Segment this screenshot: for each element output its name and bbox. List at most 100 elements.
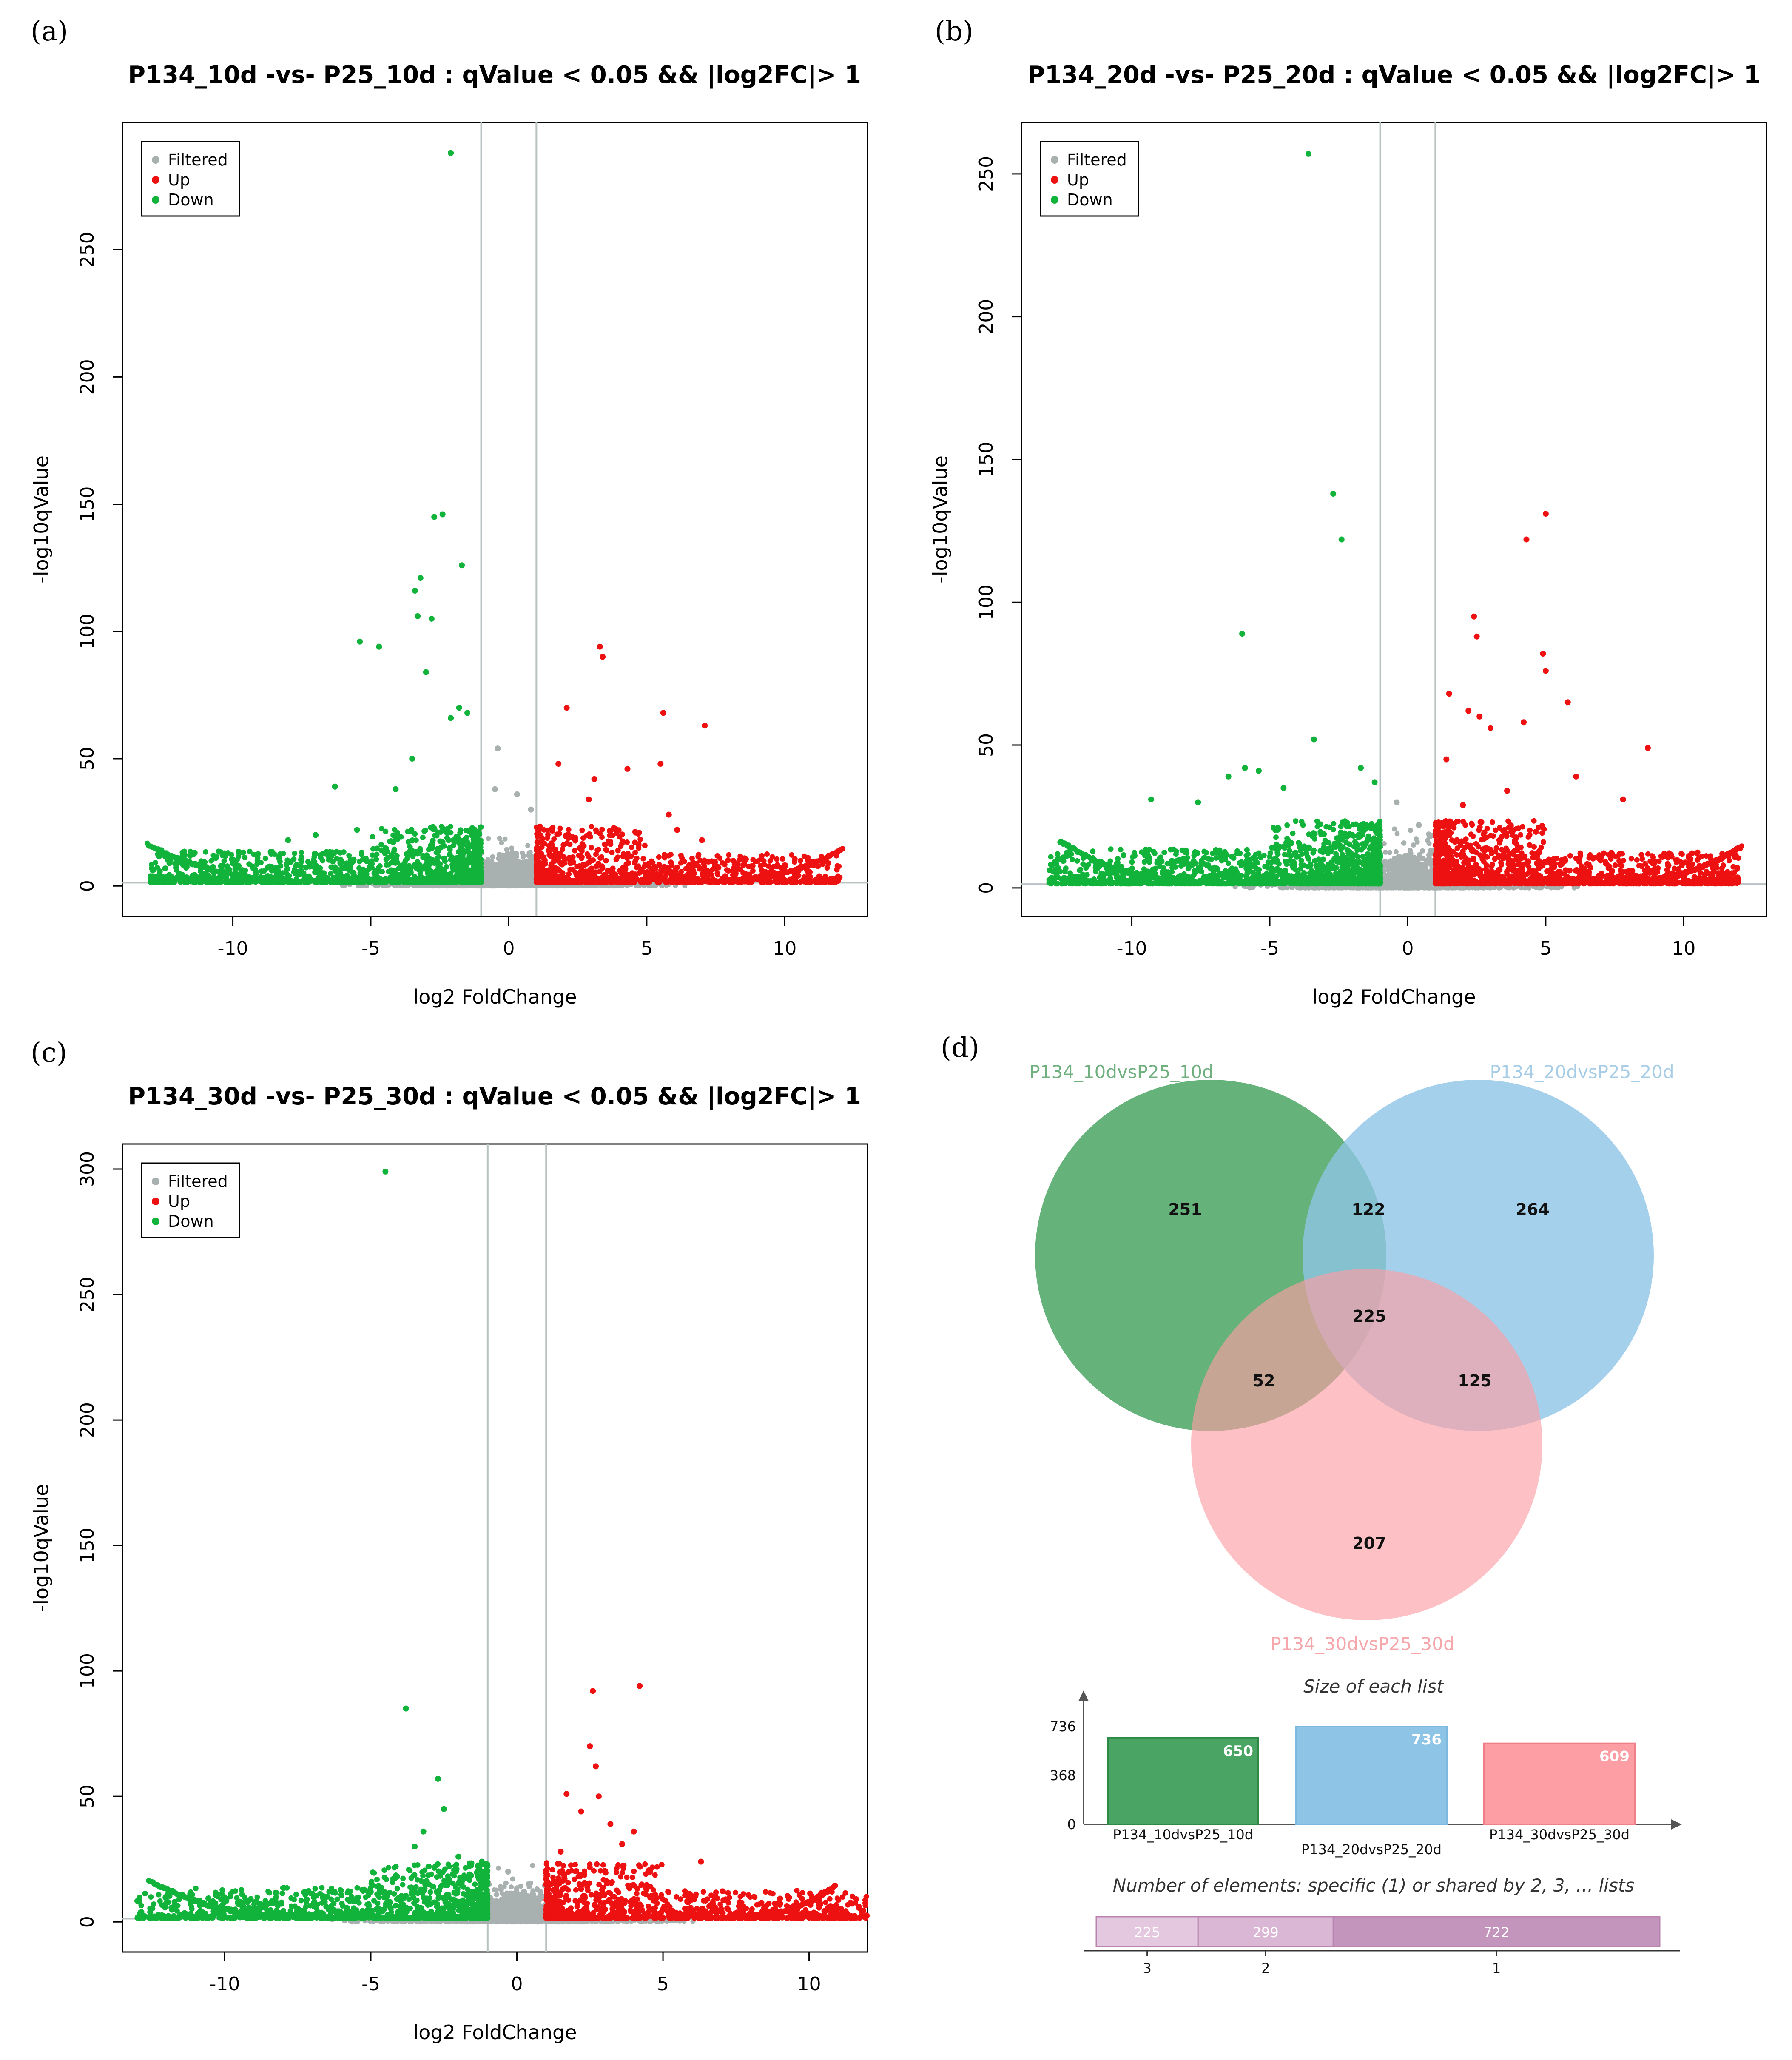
point xyxy=(495,882,501,888)
point xyxy=(681,859,687,865)
point xyxy=(448,150,454,156)
point xyxy=(301,870,307,876)
point xyxy=(337,874,343,879)
point xyxy=(765,863,771,869)
point xyxy=(348,868,354,874)
point xyxy=(423,863,429,869)
point xyxy=(497,836,502,841)
y-tick-label: 200 xyxy=(77,359,98,395)
point xyxy=(537,823,543,829)
point xyxy=(202,872,208,878)
point xyxy=(465,842,471,848)
point xyxy=(807,877,813,883)
point xyxy=(470,859,476,865)
point xyxy=(504,847,509,852)
point xyxy=(394,830,400,836)
point xyxy=(367,876,373,882)
point xyxy=(415,865,421,871)
point xyxy=(492,786,498,792)
legend-entry: Filtered xyxy=(168,151,228,169)
point xyxy=(498,876,503,882)
x-tick-label: 10 xyxy=(1672,938,1695,959)
point xyxy=(425,879,431,885)
point xyxy=(521,854,526,859)
y-tick-label: 250 xyxy=(77,232,98,267)
point xyxy=(525,843,531,848)
point xyxy=(268,851,274,857)
point xyxy=(579,827,585,833)
volcano-plot-a: (a)P134_10d -vs- P25_10d : qValue < 0.05… xyxy=(30,16,868,1008)
point xyxy=(225,863,230,869)
point xyxy=(216,848,222,854)
point xyxy=(179,849,185,855)
point xyxy=(269,864,275,870)
point xyxy=(673,869,679,875)
point xyxy=(316,871,322,877)
point xyxy=(720,878,726,884)
y-tick-label: 100 xyxy=(77,614,98,649)
point xyxy=(391,846,397,852)
point xyxy=(517,883,523,888)
point xyxy=(604,847,610,853)
point xyxy=(445,830,451,836)
point xyxy=(433,850,439,856)
point xyxy=(549,861,555,867)
y-tick-label: 100 xyxy=(976,584,997,620)
point xyxy=(666,865,671,871)
point xyxy=(429,845,435,851)
point xyxy=(359,852,365,857)
point-cloud xyxy=(144,150,846,889)
point xyxy=(599,875,604,881)
point xyxy=(220,862,226,868)
point xyxy=(833,876,839,882)
point xyxy=(567,860,573,866)
point xyxy=(514,791,520,797)
point xyxy=(341,849,347,855)
point xyxy=(255,851,261,857)
point xyxy=(711,858,717,864)
point xyxy=(291,869,297,875)
point xyxy=(232,859,238,865)
point xyxy=(154,876,160,882)
point xyxy=(430,827,436,833)
point xyxy=(603,842,609,848)
point xyxy=(203,879,209,885)
point xyxy=(279,870,285,876)
point-cloud xyxy=(1046,151,1745,891)
point xyxy=(473,839,479,845)
point xyxy=(700,866,705,871)
point xyxy=(446,876,452,882)
point xyxy=(658,868,664,874)
point xyxy=(638,879,644,885)
point xyxy=(459,562,465,569)
point xyxy=(242,868,248,874)
point xyxy=(163,879,169,885)
point xyxy=(540,874,546,880)
point xyxy=(470,867,476,873)
point xyxy=(236,863,242,869)
point xyxy=(323,874,329,880)
point xyxy=(275,870,281,876)
point xyxy=(444,835,450,841)
point xyxy=(339,879,345,885)
point xyxy=(567,841,573,847)
point xyxy=(764,851,770,857)
point xyxy=(341,865,347,871)
legend-marker xyxy=(152,156,159,164)
point xyxy=(556,831,562,837)
point xyxy=(398,834,404,840)
point xyxy=(679,874,685,879)
point xyxy=(797,858,803,864)
point xyxy=(528,806,534,813)
point xyxy=(605,868,611,874)
point xyxy=(586,796,592,802)
point xyxy=(568,879,574,885)
point xyxy=(285,837,291,843)
point xyxy=(415,613,421,619)
point xyxy=(372,879,378,885)
point xyxy=(537,879,543,885)
point xyxy=(461,860,467,866)
point xyxy=(834,867,840,873)
point xyxy=(589,824,594,830)
point xyxy=(456,705,462,711)
